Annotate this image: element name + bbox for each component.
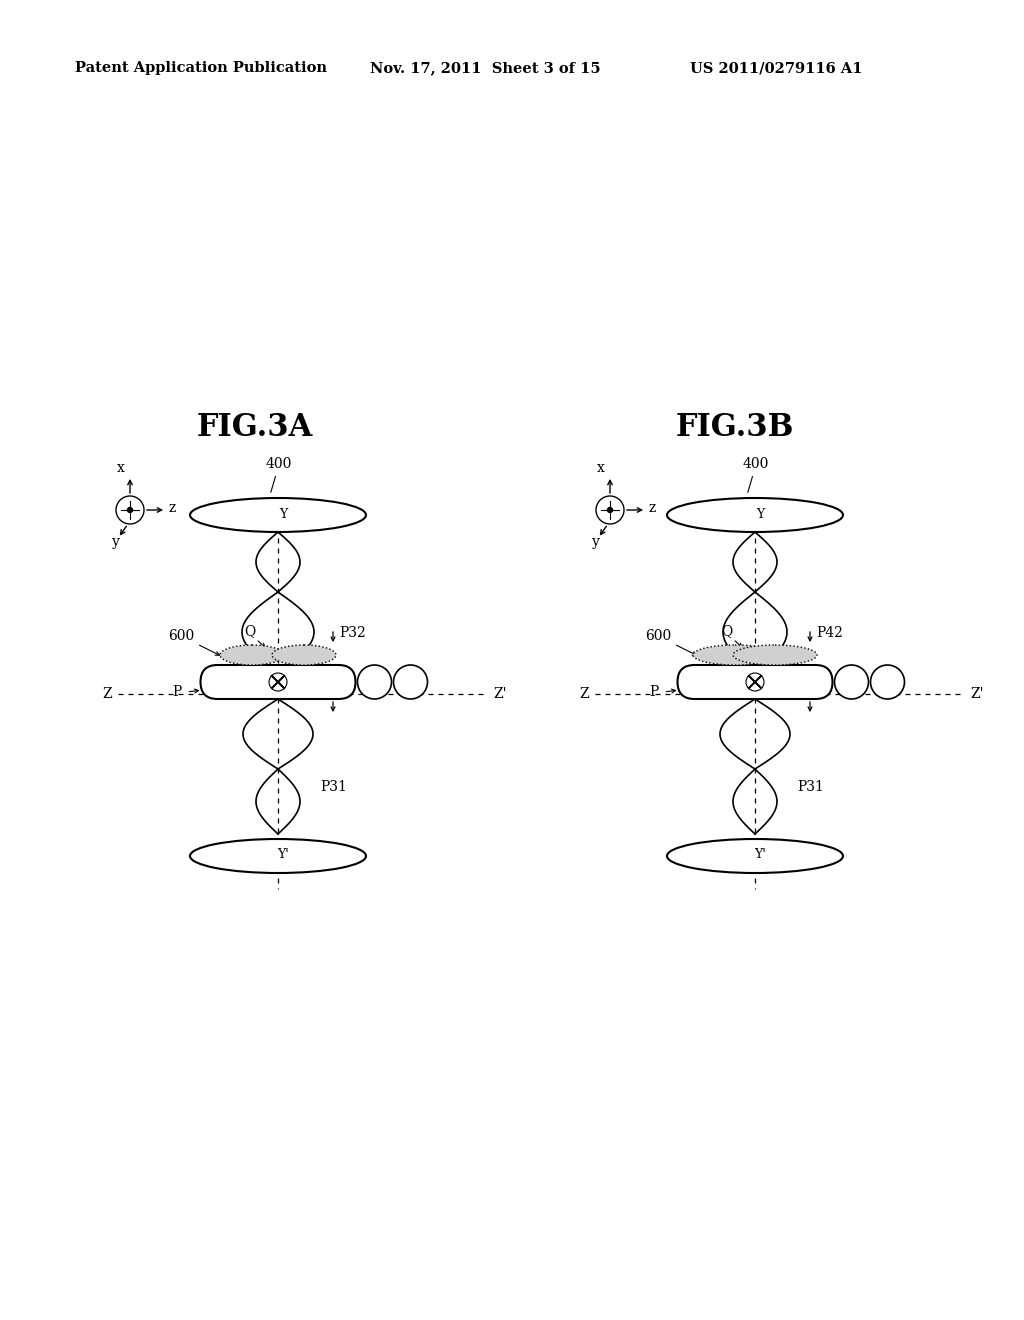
Text: FIG.3A: FIG.3A bbox=[197, 412, 313, 444]
Ellipse shape bbox=[220, 645, 284, 665]
Text: Z: Z bbox=[580, 686, 589, 701]
Ellipse shape bbox=[667, 840, 843, 873]
Text: 400: 400 bbox=[266, 457, 293, 492]
Text: Q: Q bbox=[721, 624, 732, 638]
Text: Y': Y' bbox=[278, 849, 289, 862]
Ellipse shape bbox=[190, 840, 366, 873]
Text: P4: P4 bbox=[713, 678, 731, 693]
Circle shape bbox=[393, 665, 427, 700]
Ellipse shape bbox=[693, 645, 777, 665]
Text: y: y bbox=[592, 535, 600, 549]
Text: 400: 400 bbox=[743, 457, 769, 492]
Circle shape bbox=[746, 673, 764, 690]
Text: US 2011/0279116 A1: US 2011/0279116 A1 bbox=[690, 61, 862, 75]
Text: P42: P42 bbox=[816, 626, 843, 640]
Text: y: y bbox=[112, 535, 120, 549]
Circle shape bbox=[835, 665, 868, 700]
Text: Y: Y bbox=[756, 507, 764, 520]
Text: z: z bbox=[168, 502, 176, 515]
Ellipse shape bbox=[272, 645, 336, 665]
Ellipse shape bbox=[667, 498, 843, 532]
Text: P32: P32 bbox=[339, 626, 366, 640]
Text: P31: P31 bbox=[319, 780, 347, 795]
Text: Z': Z' bbox=[493, 686, 507, 701]
FancyBboxPatch shape bbox=[678, 665, 833, 700]
Text: P: P bbox=[172, 685, 181, 700]
Circle shape bbox=[357, 665, 391, 700]
Text: 600: 600 bbox=[168, 630, 219, 655]
Ellipse shape bbox=[190, 498, 366, 532]
Circle shape bbox=[269, 673, 287, 690]
Circle shape bbox=[607, 507, 612, 512]
Text: Nov. 17, 2011  Sheet 3 of 15: Nov. 17, 2011 Sheet 3 of 15 bbox=[370, 61, 601, 75]
Ellipse shape bbox=[733, 645, 817, 665]
Text: Y': Y' bbox=[754, 849, 766, 862]
Text: P31: P31 bbox=[797, 780, 824, 795]
Text: P: P bbox=[649, 685, 658, 700]
Text: 600: 600 bbox=[645, 630, 696, 655]
Circle shape bbox=[128, 507, 132, 512]
Text: Z': Z' bbox=[970, 686, 983, 701]
Text: Y: Y bbox=[279, 507, 287, 520]
Text: x: x bbox=[117, 461, 125, 475]
Circle shape bbox=[116, 496, 144, 524]
Text: Z: Z bbox=[102, 686, 112, 701]
Text: Patent Application Publication: Patent Application Publication bbox=[75, 61, 327, 75]
Text: Q: Q bbox=[245, 624, 256, 638]
Circle shape bbox=[870, 665, 904, 700]
Text: z: z bbox=[648, 502, 655, 515]
Text: FIG.3B: FIG.3B bbox=[676, 412, 795, 444]
Circle shape bbox=[596, 496, 624, 524]
Text: P3: P3 bbox=[236, 678, 254, 693]
FancyBboxPatch shape bbox=[201, 665, 355, 700]
Text: x: x bbox=[597, 461, 605, 475]
